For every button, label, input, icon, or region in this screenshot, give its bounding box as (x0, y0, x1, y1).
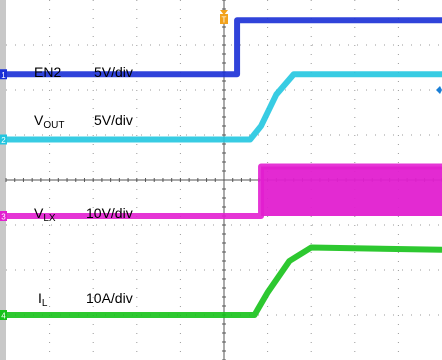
trace-en2 (6, 17, 442, 78)
markers: 1 2 3 4 T (0, 10, 442, 321)
trigger-box (220, 14, 228, 24)
traces (6, 17, 442, 318)
scale-en2: 5V/div (94, 64, 133, 80)
scale-vout: 5V/div (94, 112, 133, 128)
trigger-arrow (220, 10, 228, 15)
trace-vout (6, 71, 442, 143)
right-level-marker (436, 86, 442, 94)
label-vlx: VLX (34, 205, 56, 227)
scale-en2-text: 5V/div (94, 64, 133, 80)
channel-marker-1 (0, 69, 7, 80)
scale-il-text: 10A/div (86, 290, 133, 306)
vlx-switching-region (261, 166, 442, 216)
channel-marker-label-3: 3 (1, 213, 6, 222)
label-en2: EN2 (34, 64, 61, 80)
scale-il: 10A/div (86, 290, 133, 306)
channel-marker-label-4: 4 (1, 312, 6, 321)
channel-marker-label-1: 1 (1, 71, 6, 80)
label-vlx-main: V (34, 205, 44, 221)
label-vout-sub: OUT (43, 120, 65, 131)
channel-marker-2 (0, 134, 7, 145)
channel-marker-label-2: 2 (1, 136, 6, 145)
label-il-sub: L (41, 298, 48, 309)
scale-vout-text: 5V/div (94, 112, 133, 128)
label-vlx-sub: LX (43, 213, 56, 224)
label-vout-main: V (34, 112, 44, 128)
trace-il (6, 244, 442, 318)
label-il-main: I (38, 290, 42, 306)
channel-marker-3 (0, 211, 7, 221)
scale-vlx: 10V/div (86, 205, 133, 221)
trigger-label: T (222, 16, 227, 25)
label-vout: VOUT (34, 112, 64, 134)
scale-vlx-text: 10V/div (86, 205, 133, 221)
label-en2-name: EN2 (34, 64, 62, 80)
left-bar (0, 0, 6, 360)
channel-marker-4 (0, 310, 7, 320)
label-il: IL (38, 290, 47, 312)
trigger-marker: T (220, 10, 228, 25)
